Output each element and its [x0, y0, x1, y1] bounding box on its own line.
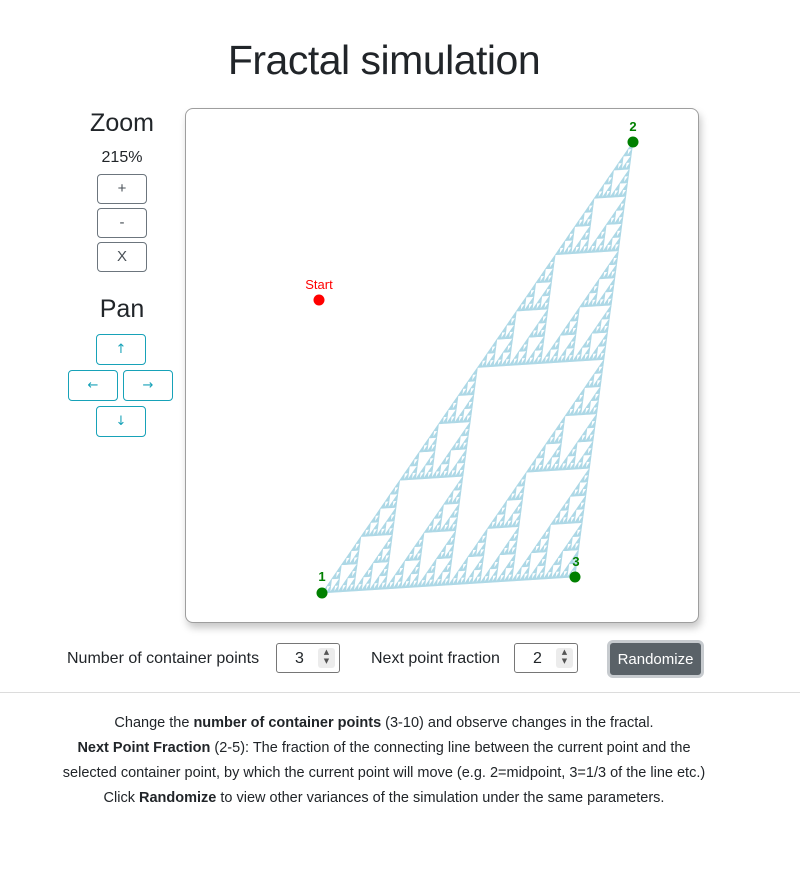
control-panel: Zoom 215% + - X Pan ↑ ← → ↓	[60, 108, 184, 444]
container-point-3	[569, 571, 581, 583]
instructions: Change the number of container points (3…	[0, 711, 768, 811]
fractal-canvas[interactable]: Start 1 2 3	[185, 108, 699, 623]
zoom-reset-button[interactable]: X	[97, 242, 147, 272]
zoom-in-button[interactable]: +	[97, 174, 147, 204]
container-points: 1 2 3	[316, 119, 639, 599]
arrow-left-icon: ←	[87, 378, 99, 393]
instruction-text: to view other variances of the simulatio…	[216, 790, 665, 806]
stepper-icon[interactable]: ▲ ▼	[556, 648, 573, 668]
instruction-text: (2-5): The fraction of the connecting li…	[210, 740, 691, 756]
pan-right-button[interactable]: →	[123, 370, 173, 401]
instruction-emphasis: Randomize	[138, 790, 217, 806]
randomize-button[interactable]: Randomize	[607, 640, 704, 678]
fraction-value: 2	[533, 650, 542, 667]
arrow-up-icon: ↑	[115, 342, 127, 357]
arrow-down-icon: ↓	[115, 414, 127, 429]
pan-heading: Pan	[99, 295, 145, 323]
zoom-level: 215%	[101, 149, 143, 166]
instruction-text: Change the	[114, 715, 194, 731]
fraction-input[interactable]: 2 ▲ ▼	[514, 643, 578, 673]
start-point	[313, 294, 325, 306]
divider	[0, 692, 800, 693]
container-point-2	[627, 136, 639, 148]
fraction-label: Next point fraction	[371, 650, 500, 667]
zoom-out-button[interactable]: -	[97, 208, 147, 238]
container-points-label: Number of container points	[67, 650, 260, 667]
container-point-3-label: 3	[572, 554, 579, 569]
container-point-1	[316, 587, 328, 599]
sierpinski-fractal	[321, 141, 634, 594]
page-title: Fractal simulation	[227, 37, 541, 83]
instruction-line-4: Click Randomize to view other variances …	[0, 786, 768, 811]
stepper-icon[interactable]: ▲ ▼	[318, 648, 335, 668]
container-points-input[interactable]: 3 ▲ ▼	[276, 643, 340, 673]
container-point-2-label: 2	[629, 119, 636, 134]
instruction-emphasis: number of container points	[193, 715, 382, 731]
simulation-controls: Number of container points 3 ▲ ▼ Next poi…	[0, 640, 800, 680]
fractal-drawing: Start 1 2 3	[305, 119, 639, 599]
start-label: Start	[305, 277, 333, 292]
instruction-text: (3-10) and observe changes in the fracta…	[381, 715, 654, 731]
instruction-line-2: Next Point Fraction (2-5): The fraction …	[0, 736, 768, 761]
pan-down-button[interactable]: ↓	[96, 406, 146, 437]
instruction-text: Click	[103, 790, 139, 806]
instruction-line-3: selected container point, by which the c…	[62, 765, 706, 781]
start-marker: Start	[305, 277, 333, 306]
fractal-points	[321, 141, 634, 594]
container-points-value: 3	[295, 650, 304, 667]
pan-up-button[interactable]: ↑	[96, 334, 146, 365]
zoom-heading: Zoom	[90, 109, 154, 137]
instruction-line-1: Change the number of container points (3…	[0, 711, 768, 736]
pan-left-button[interactable]: ←	[68, 370, 118, 401]
zoom-buttons: + - X	[60, 174, 184, 272]
pan-buttons: ↑ ← → ↓	[60, 334, 184, 444]
arrow-right-icon: →	[142, 378, 154, 393]
instruction-emphasis: Next Point Fraction	[77, 740, 211, 756]
container-point-1-label: 1	[318, 569, 325, 584]
